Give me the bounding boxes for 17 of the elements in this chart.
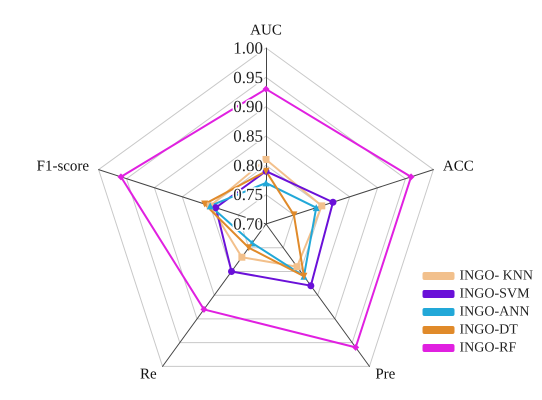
y-tick-label: 0.80 [233,156,263,175]
y-tick-label: 0.70 [233,214,263,234]
spoke-label: ACC [442,158,474,175]
legend-label: INGO-DT [460,322,518,338]
spoke-label: Re [140,366,158,382]
spoke-label: AUC [250,22,282,38]
y-tick-label: 0.85 [233,126,263,146]
legend-label: INGO-SVM [460,286,530,302]
legend-label: INGO-ANN [460,304,530,320]
y-tick-label: 0.95 [233,68,263,87]
y-tick-label: 0.75 [233,185,263,204]
spoke-label: Pre [375,366,396,382]
legend-label: INGO-RF [460,340,517,356]
spoke-label: F1-score [36,158,90,175]
legend-label: INGO- KNN [460,268,534,284]
y-tick-label: 0.90 [233,97,263,116]
y-tick-label: 1.00 [233,38,263,58]
